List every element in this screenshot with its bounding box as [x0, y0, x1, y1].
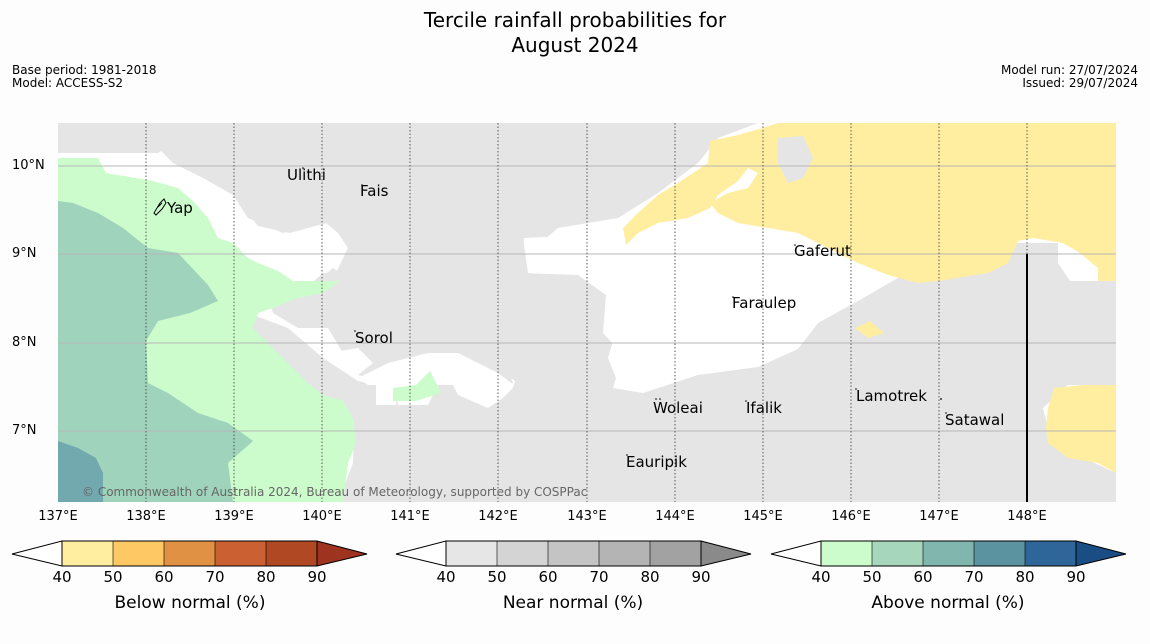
- colorbar-below-seg: [266, 541, 317, 566]
- colorbar-above-label: Above normal (%): [871, 593, 1025, 613]
- colorbar-tick: 50: [103, 568, 123, 586]
- meta-right: Model run: 27/07/2024 Issued: 29/07/2024: [1001, 64, 1138, 90]
- colorbar-tick: 90: [1066, 568, 1086, 586]
- colorbar-near-upper-extend: [700, 540, 752, 567]
- lon-label-148e: 148°E: [1007, 509, 1047, 524]
- colorbar-above-seg: [821, 541, 872, 566]
- colorbar-near-normal: [395, 540, 752, 567]
- lon-label-142e: 142°E: [478, 509, 518, 524]
- colorbar-below-label: Below normal (%): [114, 593, 266, 613]
- below-normal-40: [623, 123, 1116, 473]
- colorbar-tick: 70: [589, 568, 609, 586]
- yap-island-icon: [153, 198, 167, 216]
- colorbar-tick: 80: [640, 568, 660, 586]
- colorbar-above-seg: [923, 541, 974, 566]
- colorbar-below-seg: [62, 541, 113, 566]
- lon-label-146e: 146°E: [831, 509, 871, 524]
- above-normal-50: [58, 201, 253, 502]
- colorbar-above-seg: [974, 541, 1025, 566]
- colorbar-tick: 60: [538, 568, 558, 586]
- lon-label-138e: 138°E: [126, 509, 166, 524]
- colorbar-above-seg: [872, 541, 923, 566]
- colorbar-tick: 40: [52, 568, 72, 586]
- title-line-1: Tercile rainfall probabilities for: [423, 8, 727, 32]
- map-title: Tercile rainfall probabilities for Augus…: [0, 8, 1150, 58]
- colorbar-tick: 70: [205, 568, 225, 586]
- colorbar-tick: 50: [487, 568, 507, 586]
- colorbar-tick: 90: [307, 568, 327, 586]
- place-fais: Fais: [360, 182, 389, 200]
- issued-date: Issued: 29/07/2024: [1022, 76, 1138, 90]
- map-panel: Ulithi Fais Yap Gaferut Faraulep Sorol L…: [58, 123, 1116, 502]
- colorbar-below-normal: [11, 540, 368, 567]
- place-satawal: Satawal: [945, 411, 1004, 429]
- colorbar-above-lower-extend: [770, 540, 822, 567]
- colorbar-near-seg: [599, 541, 650, 566]
- lat-label-7n: 7°N: [12, 423, 37, 438]
- place-eauripik: Eauripik: [626, 453, 687, 471]
- lon-label-139e: 139°E: [214, 509, 254, 524]
- colorbar-near-seg: [650, 541, 701, 566]
- lon-label-145e: 145°E: [743, 509, 783, 524]
- lat-label-10n: 10°N: [12, 158, 45, 173]
- colorbar-tick: 40: [436, 568, 456, 586]
- base-period: Base period: 1981-2018: [12, 63, 157, 77]
- lat-label-9n: 9°N: [12, 246, 37, 261]
- colorbar-near-seg: [548, 541, 599, 566]
- colorbar-near-segments: [446, 541, 701, 566]
- model-name: Model: ACCESS-S2: [12, 76, 124, 90]
- colorbar-near-seg: [497, 541, 548, 566]
- above-normal-60: [58, 441, 103, 502]
- place-yap: Yap: [166, 199, 193, 217]
- lon-label-144e: 144°E: [655, 509, 695, 524]
- colorbar-below-seg: [164, 541, 215, 566]
- colorbar-tick: 40: [811, 568, 831, 586]
- colorbar-tick: 80: [1015, 568, 1035, 586]
- place-ifalik: Ifalik: [746, 399, 782, 417]
- colorbar-tick: 60: [913, 568, 933, 586]
- colorbar-tick: 60: [154, 568, 174, 586]
- above-normal-40-patch: [393, 371, 441, 401]
- colorbar-below-upper-extend: [316, 540, 368, 567]
- place-ulithi: Ulithi: [287, 166, 326, 184]
- place-sorol: Sorol: [355, 329, 393, 347]
- colorbar-below-lower-extend: [11, 540, 63, 567]
- lon-label-147e: 147°E: [919, 509, 959, 524]
- colorbar-near-label: Near normal (%): [502, 593, 644, 613]
- place-woleai: Woleai: [653, 399, 703, 417]
- colorbar-below-seg: [113, 541, 164, 566]
- colorbar-above-upper-extend: [1075, 540, 1127, 567]
- colorbar-below-seg: [215, 541, 266, 566]
- colorbar-above-seg: [1025, 541, 1076, 566]
- model-run: Model run: 27/07/2024: [1000, 63, 1138, 77]
- copyright-text: © Commonwealth of Australia 2024, Bureau…: [82, 485, 587, 499]
- lon-label-140e: 140°E: [302, 509, 342, 524]
- place-lamotrek: Lamotrek: [856, 387, 927, 405]
- lon-label-137e: 137°E: [38, 509, 78, 524]
- lat-label-8n: 8°N: [12, 335, 37, 350]
- colorbar-tick: 80: [256, 568, 276, 586]
- place-gaferut: Gaferut: [794, 242, 851, 260]
- colorbar-above-segments: [821, 541, 1076, 566]
- atoll-markers: [302, 167, 947, 456]
- place-faraulep: Faraulep: [732, 294, 796, 312]
- meta-left: Base period: 1981-2018 Model: ACCESS-S2: [12, 64, 157, 90]
- colorbar-tick: 50: [862, 568, 882, 586]
- lon-label-143e: 143°E: [567, 509, 607, 524]
- colorbar-tick: 90: [691, 568, 711, 586]
- colorbar-near-lower-extend: [395, 540, 447, 567]
- colorbar-below-segments: [62, 541, 317, 566]
- title-line-2: August 2024: [511, 33, 639, 57]
- colorbar-above-normal: [770, 540, 1127, 567]
- lon-label-141e: 141°E: [390, 509, 430, 524]
- colorbar-near-seg: [446, 541, 497, 566]
- colorbar-tick: 70: [964, 568, 984, 586]
